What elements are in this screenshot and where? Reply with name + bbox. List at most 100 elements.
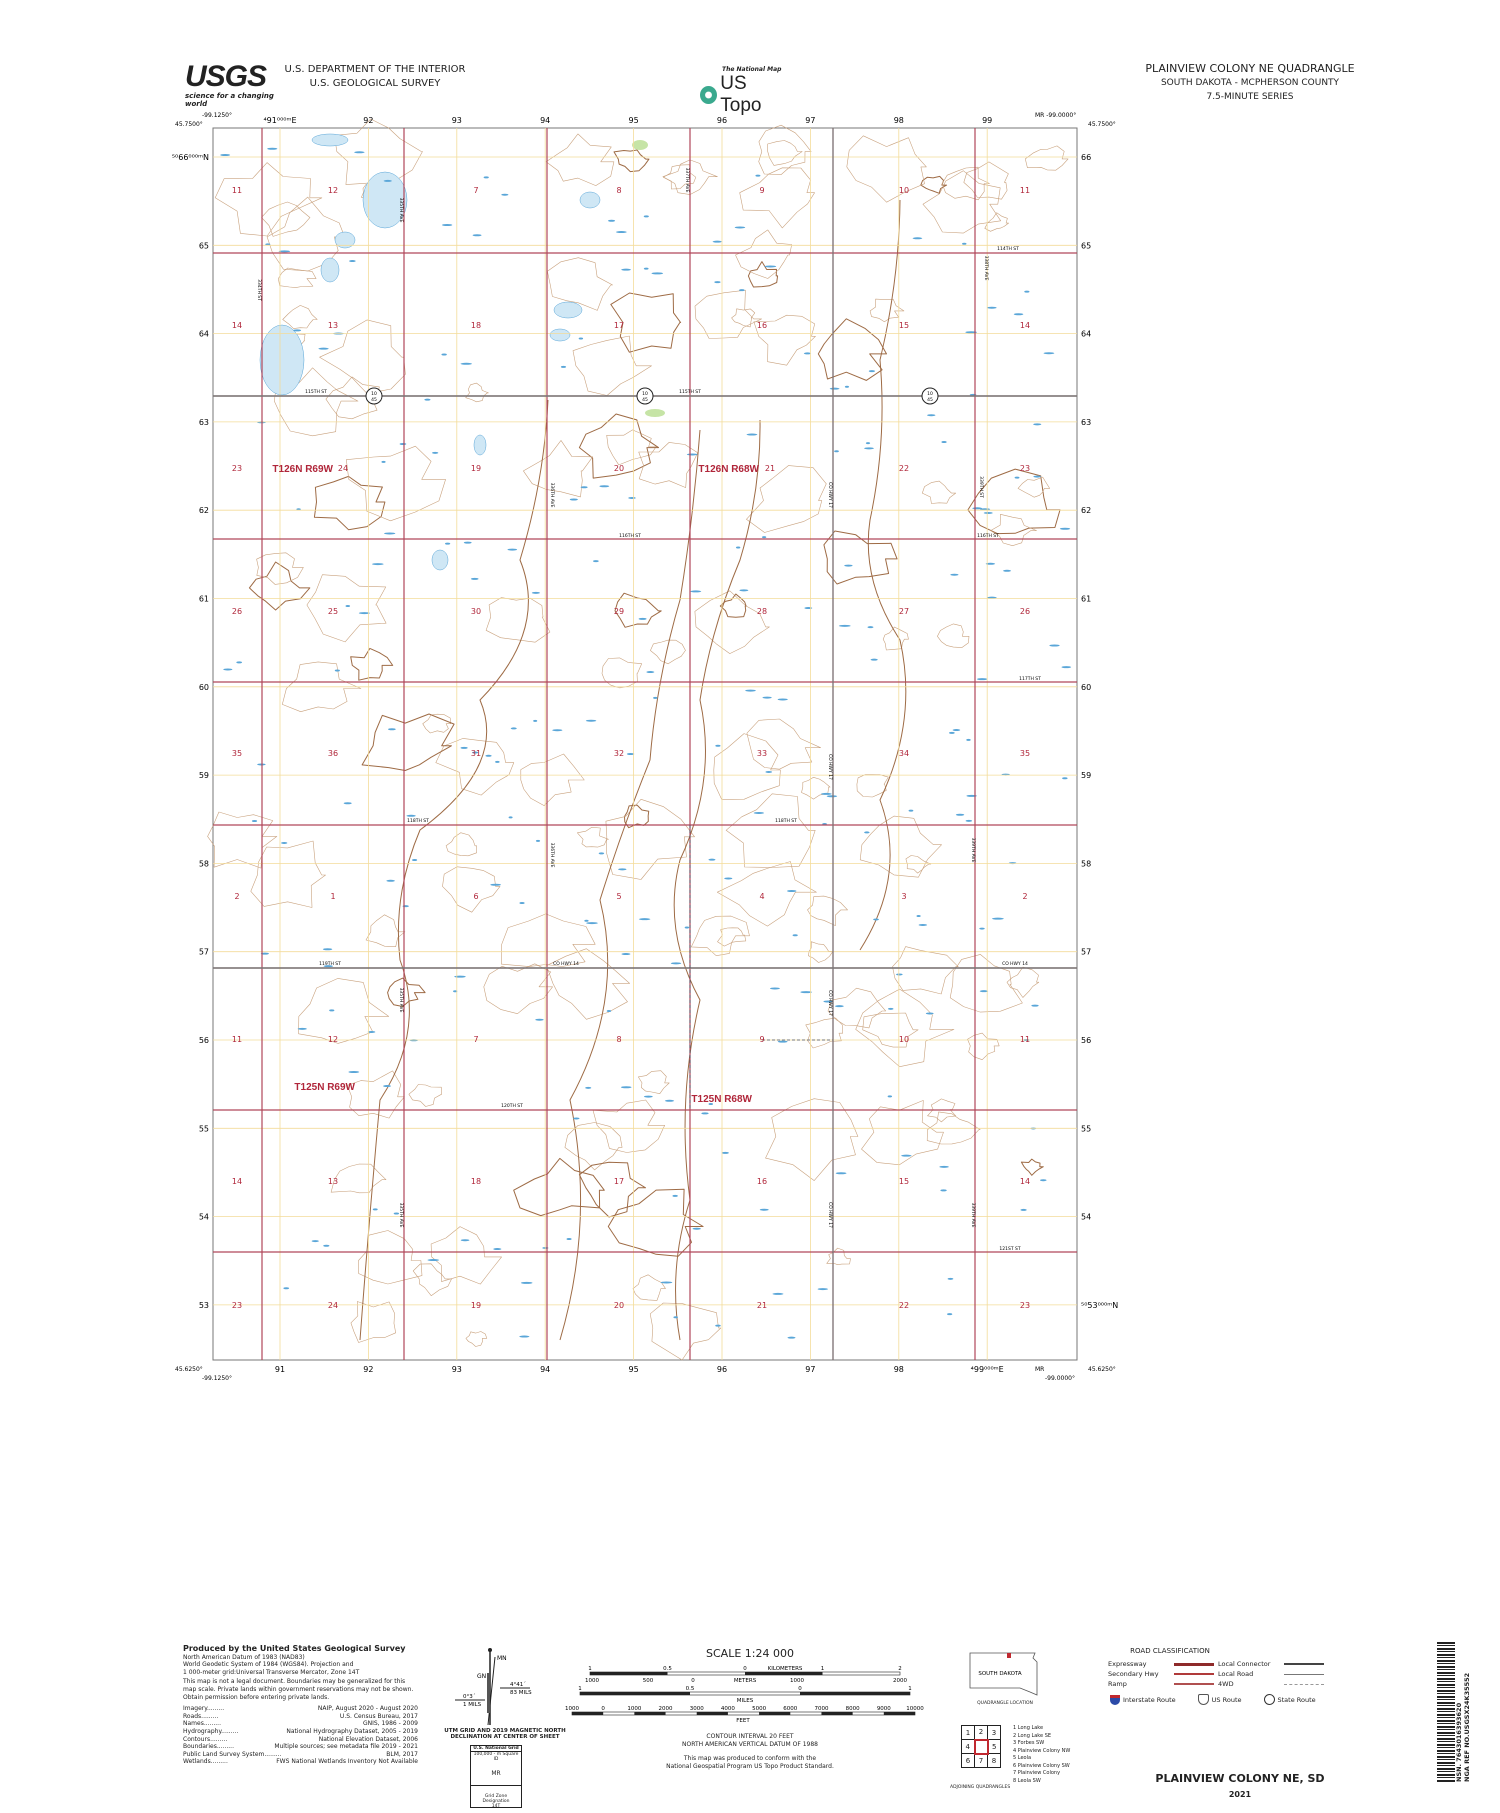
- contour-line: [649, 1302, 722, 1361]
- marsh-symbol: [460, 746, 468, 749]
- quadrangle-location-caption: QUADRANGLE LOCATION: [977, 1701, 1033, 1706]
- marsh-symbol: [940, 1189, 947, 1192]
- marsh-symbol: [715, 1324, 721, 1327]
- marsh-symbol: [734, 226, 746, 229]
- contour-line: [578, 1161, 646, 1218]
- scale-segment: [590, 1672, 668, 1675]
- source-row: Roads......... U.S. Census Bureau, 2017: [183, 1712, 418, 1720]
- section-number: 14: [232, 321, 242, 330]
- svg-text:1 MILS: 1 MILS: [463, 1702, 482, 1708]
- road-label: 116TH ST: [619, 533, 641, 539]
- marsh-symbol: [708, 1102, 714, 1105]
- grid-label-right: 56: [1081, 1036, 1091, 1045]
- marsh-symbol: [535, 1018, 544, 1021]
- marsh-symbol: [501, 193, 509, 196]
- svg-text:4°41´: 4°41´: [510, 1682, 526, 1688]
- township-label: T126N R69W: [272, 464, 333, 475]
- grid-label-left: 57: [199, 948, 209, 957]
- grid-label-right: 58: [1081, 859, 1091, 868]
- contour-line: [501, 913, 596, 967]
- source-row: Public Land Survey System......... BLM, 2…: [183, 1750, 418, 1758]
- section-number: 11: [1020, 186, 1030, 195]
- marsh-symbol: [490, 883, 502, 886]
- contour-line: [261, 201, 311, 237]
- scale-segment: [572, 1712, 604, 1715]
- grid-label-bottom: 98: [894, 1365, 904, 1374]
- marsh-symbol: [664, 1099, 675, 1102]
- marsh-symbol: [759, 1208, 769, 1211]
- adjoining-quadrangle: 3 Forbes SW: [1013, 1740, 1045, 1746]
- marsh-symbol: [646, 671, 655, 674]
- contour-line: [313, 475, 386, 531]
- township-label: T125N R68W: [691, 1094, 752, 1105]
- scale-segment: [696, 1712, 728, 1715]
- section-number: 14: [232, 1177, 242, 1186]
- contour-line: [920, 175, 948, 194]
- marsh-symbol: [823, 1000, 834, 1003]
- marsh-symbol: [519, 902, 525, 905]
- scale-segment: [883, 1712, 915, 1715]
- section-number: 7: [473, 186, 478, 195]
- contour-line: [256, 552, 304, 585]
- section-number: 19: [471, 464, 481, 473]
- contour-line: [350, 647, 394, 681]
- scale-segment: [759, 1712, 791, 1715]
- corner-coordinate: 45.6250°: [175, 1366, 203, 1373]
- road-class-item: Local Road: [1218, 1670, 1324, 1678]
- contour-line: [941, 166, 990, 201]
- index-contour: [559, 429, 701, 1341]
- marsh-symbol: [844, 385, 850, 388]
- contour-line: [606, 429, 657, 466]
- marsh-symbol: [745, 689, 756, 692]
- grid-label-left: 62: [199, 506, 209, 515]
- contour-line: [922, 480, 956, 504]
- section-number: 14: [1020, 1177, 1030, 1186]
- marsh-symbol: [979, 990, 989, 993]
- grid-label-top: 92: [363, 116, 373, 125]
- corner-coordinate: 45.6250°: [1088, 1366, 1116, 1373]
- section-number: 23: [232, 464, 242, 473]
- marsh-symbol: [868, 370, 876, 373]
- marsh-symbol: [531, 591, 540, 594]
- section-number: 23: [1020, 1301, 1030, 1310]
- contour-line: [485, 597, 551, 643]
- contour-line: [613, 149, 650, 173]
- marsh-symbol: [412, 859, 418, 862]
- marsh-symbol: [278, 250, 291, 253]
- marsh-symbol: [495, 760, 500, 763]
- contour-line: [412, 1263, 452, 1296]
- adjoining-cell: [973, 1738, 989, 1755]
- grid-label-right: 60: [1081, 683, 1091, 692]
- marsh-symbol: [293, 329, 302, 332]
- scale-tick: 0.5: [686, 1686, 695, 1692]
- contour-line: [735, 229, 792, 279]
- scale-tick: 0.5: [663, 1666, 672, 1672]
- section-number: 36: [328, 749, 338, 758]
- section-number: 25: [328, 607, 338, 616]
- marsh-symbol: [470, 577, 479, 580]
- marsh-symbol: [765, 770, 773, 773]
- sheet-title: PLAINVIEW COLONY NE, SD: [1155, 1772, 1325, 1785]
- road-label: 336TH AVE: [549, 843, 555, 868]
- contour-line: [805, 1017, 843, 1049]
- us-topo-logo: The National Map US Topo: [700, 66, 790, 117]
- marsh-symbol: [606, 1010, 612, 1013]
- marsh-symbol: [873, 918, 879, 921]
- grid-label-right: 65: [1081, 241, 1091, 250]
- grid-label-right: 54: [1081, 1213, 1091, 1222]
- section-number: 31: [471, 749, 481, 758]
- marsh-symbol: [643, 215, 649, 218]
- marsh-symbol: [311, 1240, 319, 1243]
- marsh-symbol: [585, 1086, 592, 1089]
- marsh-symbol: [598, 852, 605, 855]
- section-number: 12: [328, 186, 338, 195]
- marsh-symbol: [387, 728, 396, 731]
- marsh-symbol: [345, 605, 351, 608]
- source-row: Hydrography......... National Hydrography…: [183, 1727, 418, 1735]
- marsh-symbol: [686, 453, 698, 456]
- marsh-symbol: [454, 975, 466, 978]
- contour-line: [358, 1230, 423, 1285]
